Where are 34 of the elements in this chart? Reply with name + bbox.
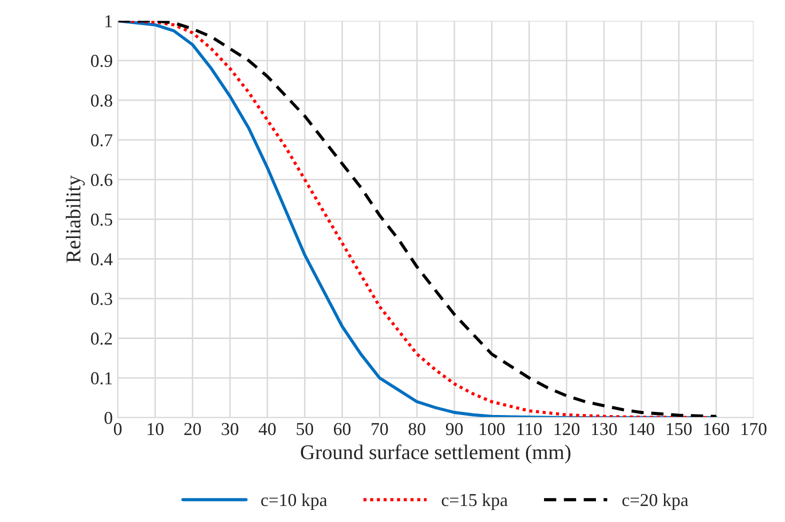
y-tick-label: 1 [105,15,112,28]
y-tick-label: 0.7 [91,134,112,146]
legend-label: c=15 kpa [442,493,508,510]
x-tick-label: 60 [334,422,351,436]
x-tick-label: 10 [148,422,164,436]
legend-label: c=20 kpa [622,493,688,510]
y-tick-label: 0.4 [91,253,113,266]
x-tick-label: 80 [408,422,426,436]
y-axis-title: Reliability [66,175,85,263]
x-tick-label: 150 [666,422,692,436]
y-tick-label: 0.3 [91,292,112,306]
x-tick-label: 50 [296,422,314,436]
x-tick-label: 30 [222,422,238,436]
y-tick-label: 0.6 [91,174,112,186]
y-tick-label: 0.2 [91,332,112,345]
y-tick-label: 0.5 [91,213,112,226]
y-tick-label: 0.1 [91,372,112,384]
x-tick-label: 70 [372,422,388,436]
x-tick-label: 20 [184,422,201,436]
x-axis-title: Ground surface settlement (mm) [300,444,570,464]
y-tick-label: 0.8 [91,94,112,107]
x-tick-label: 90 [446,422,463,436]
x-tick-label: 100 [480,422,505,436]
x-tick-label: 120 [554,422,580,436]
x-tick-label: 110 [518,422,542,436]
y-tick-label: 0 [104,412,112,424]
x-tick-label: 0 [114,422,122,436]
x-tick-label: 130 [592,422,617,436]
x-tick-label: 170 [742,422,766,436]
x-tick-label: 140 [629,422,654,436]
legend-label: c=10 kpa [261,493,328,510]
x-tick-label: 160 [704,422,730,436]
x-tick-label: 40 [258,422,276,436]
y-tick-label: 0.9 [91,54,112,68]
